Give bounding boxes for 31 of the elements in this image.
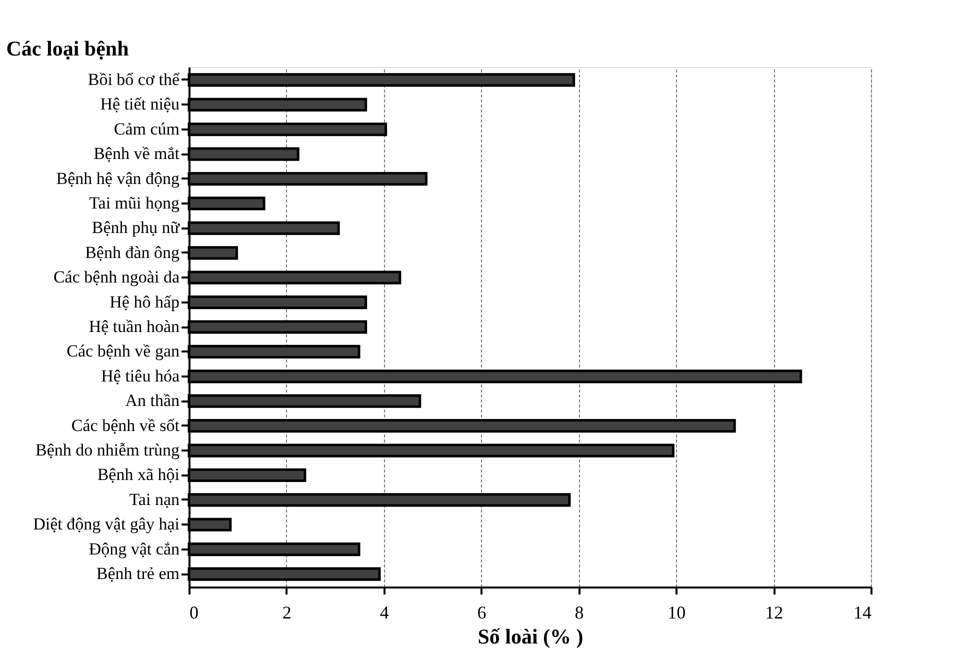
y-tick-label: Hệ tuần hoàn bbox=[88, 317, 180, 336]
y-tick-label: An thần bbox=[125, 391, 180, 410]
y-tick-label: Động vật cắn bbox=[88, 539, 180, 558]
y-tick-label: Các bệnh về sốt bbox=[71, 416, 180, 435]
y-tick-label: Tai mũi họng bbox=[89, 193, 180, 212]
y-tick-label: Cảm cúm bbox=[114, 119, 180, 138]
y-tick-label: Hệ tiêu hóa bbox=[101, 366, 180, 386]
y-tick-label: Diệt động vật gây hại bbox=[33, 514, 180, 534]
y-tick-label: Hệ hô hấp bbox=[110, 292, 180, 312]
x-tick-label: 6 bbox=[477, 602, 486, 622]
x-tick-label: 10 bbox=[668, 602, 686, 622]
y-tick-label: Các bệnh về gan bbox=[66, 342, 180, 361]
x-axis-title: Số loài (% ) bbox=[478, 624, 584, 648]
y-tick-label: Bệnh hệ vận động bbox=[56, 168, 180, 188]
x-tick-label: 0 bbox=[190, 602, 198, 622]
y-tick-label: Bệnh xã hội bbox=[97, 465, 180, 484]
x-tick-label: 12 bbox=[765, 602, 784, 622]
y-tick-label: Hệ tiết niệu bbox=[100, 94, 180, 114]
y-tick-label: Tai nạn bbox=[129, 490, 180, 509]
y-tick-label: Bệnh về mắt bbox=[94, 144, 180, 164]
x-tick-label: 8 bbox=[574, 602, 584, 622]
x-tick-label: 2 bbox=[282, 602, 292, 622]
y-tick-label: Bệnh đàn ông bbox=[85, 242, 180, 262]
y-tick-label: Các bệnh ngoài da bbox=[53, 268, 180, 287]
y-axis-title: Các loại bệnh bbox=[6, 36, 130, 60]
x-tick-label: 14 bbox=[854, 602, 872, 622]
y-tick-label: Bồi bổ cơ thể bbox=[88, 70, 180, 89]
y-tick-label: Bệnh phụ nữ bbox=[92, 218, 180, 238]
x-tick-label: 4 bbox=[380, 602, 389, 622]
y-tick-label: Bệnh trẻ em bbox=[96, 564, 180, 584]
y-tick-label: Bệnh do nhiễm trùng bbox=[35, 440, 180, 460]
